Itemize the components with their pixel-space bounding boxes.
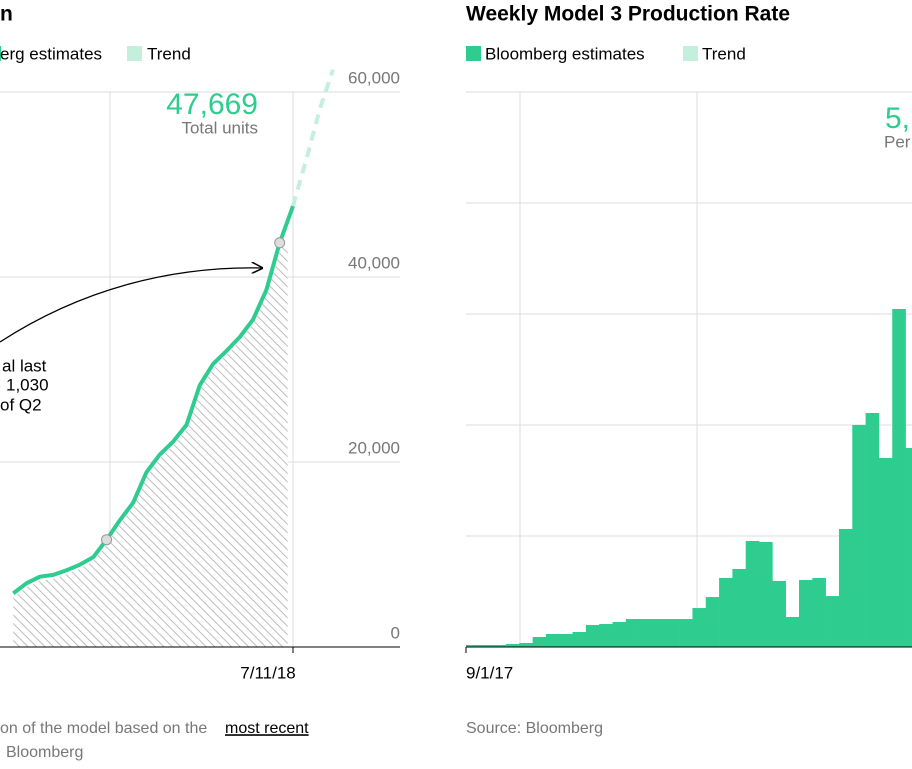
bar (719, 577, 733, 647)
bar (812, 577, 826, 647)
bar (745, 540, 760, 647)
left-chart: 0 20,000 40,000 60,000 7/11/18 47,669 erg esti… (0, 44, 400, 682)
bar (785, 617, 800, 647)
legend-label: Trend (147, 44, 191, 63)
bar (732, 568, 747, 647)
bar (759, 541, 773, 647)
x-tick-label: 7/11/18 (240, 663, 295, 682)
y-tick-label: 40,000 (348, 253, 400, 272)
legend-label: Bloomberg estimates (485, 44, 645, 63)
bar (466, 645, 480, 647)
bar (825, 596, 840, 647)
bar (639, 619, 653, 647)
bar (665, 619, 680, 647)
bar (652, 619, 667, 647)
bar (799, 579, 813, 647)
bar (852, 425, 866, 647)
bar (559, 634, 573, 647)
bar (905, 447, 912, 647)
source: Source: Bloomberg (466, 720, 603, 737)
annotation-value: 5, (885, 102, 910, 135)
bar (892, 309, 906, 647)
bar (572, 632, 587, 647)
annotation-arrow (0, 268, 262, 343)
legend-label: Trend (702, 44, 746, 63)
hatched-area (13, 246, 288, 647)
bar (585, 625, 600, 647)
annotation-note: al last (2, 356, 47, 375)
legend-swatch (683, 46, 698, 61)
right-chart: Bloomberg estimates Trend 9/1/17 (465, 44, 912, 682)
point-marker (274, 237, 286, 249)
footnote: on of the model based on the (0, 720, 207, 737)
trend-line (291, 69, 335, 207)
bar (519, 643, 533, 647)
bar (679, 619, 693, 647)
legend-swatch (466, 46, 481, 61)
bar (492, 645, 507, 647)
bar (838, 529, 853, 647)
bar (532, 637, 547, 647)
y-tick-label: 20,000 (348, 438, 400, 457)
bar (612, 622, 627, 647)
chart-title: Weekly Model 3 Production Rate (466, 3, 790, 26)
source: Bloomberg (6, 744, 83, 761)
bar (545, 634, 560, 647)
y-tick-label: 0 (391, 623, 400, 642)
bar (878, 457, 893, 647)
x-tick-label: 9/1/17 (466, 663, 513, 682)
legend-label: erg estimates (0, 44, 102, 63)
legend-swatch (127, 46, 142, 61)
annotation-caption: Total units (181, 118, 258, 137)
footnote-link[interactable]: most recent (225, 720, 309, 737)
chart-title: n (0, 3, 13, 26)
bar (865, 413, 880, 647)
bar (705, 597, 720, 647)
annotation-note: of Q2 (0, 395, 42, 414)
bar (479, 645, 493, 647)
bar (692, 608, 707, 647)
bar (625, 619, 640, 647)
annotation-note: 1,030 (6, 375, 49, 394)
estimate-line (12, 205, 295, 595)
annotation-caption: Per (884, 132, 911, 151)
bar (772, 580, 786, 647)
value-label: 47,669 (166, 88, 258, 121)
point-marker (101, 534, 113, 546)
y-tick-label: 60,000 (348, 68, 400, 87)
bar (505, 644, 520, 647)
legend-swatch (0, 46, 1, 61)
bar (599, 624, 613, 647)
